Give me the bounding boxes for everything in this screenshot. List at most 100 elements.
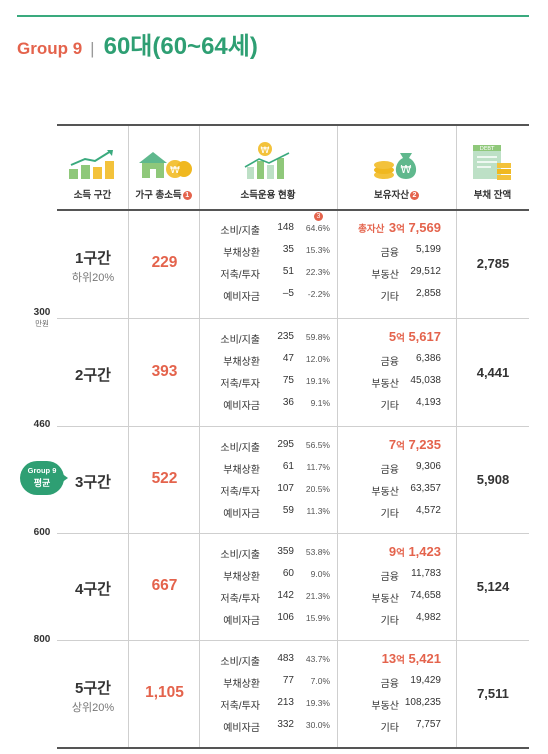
asset-amount: 74,658 (410, 590, 441, 601)
asset-label: 기타 (380, 292, 399, 303)
asset-amount: 45,038 (410, 375, 441, 386)
allocation-percent: 19.1% (305, 376, 330, 386)
won-sign: ₩ (170, 165, 180, 176)
allocation-cell: 소비/지출 359 53.8% 부채상환 60 9.0% 저축/투자 142 21.3% 예비자금… (200, 534, 338, 640)
footnote-badge: 2 (409, 191, 419, 200)
header-bottom-rule (57, 209, 529, 211)
allocation-amount: –5 (282, 288, 294, 299)
allocation-line: 예비자금 332 30.0% (200, 719, 338, 734)
assets-cell: 5억 5,617 금융 6,386 부동산 45,038 기타 4,193 (338, 319, 457, 426)
allocation-amount: 483 (277, 653, 294, 664)
asset-label: 금융 (380, 248, 399, 259)
allocation-line: 저축/투자 107 20.5% (200, 483, 338, 498)
axis-unit: 만원 (35, 319, 49, 328)
band-name: 4구간 (75, 581, 111, 598)
asset-amount: 11,783 (411, 568, 441, 579)
table-row: 3구간 522 소비/지출 295 56.5% 부채상환 61 11.7% 저축/투자 107 20… (57, 427, 529, 533)
allocation-amount: 213 (277, 697, 294, 708)
allocation-amount: 142 (277, 590, 294, 601)
total-assets-rest: 5,617 (404, 329, 441, 344)
total-assets-rest: 7,569 (404, 220, 441, 235)
row-divider (57, 640, 529, 641)
allocation-percent: 59.8% (305, 332, 330, 342)
asset-label: 부동산 (371, 379, 399, 390)
allocation-amount: 106 (277, 612, 294, 623)
header-label: 소득 구간 (73, 190, 112, 201)
allocation-line: 소비/지출 148 64.6% (200, 222, 338, 237)
allocation-percent: 20.5% (305, 484, 330, 494)
footnote-badge: 3 (314, 212, 323, 221)
asset-label: 부동산 (371, 270, 399, 281)
household-income-value: 667 (151, 577, 178, 594)
asset-line: 부동산 45,038 (338, 375, 457, 390)
average-badge-circle: Group 9 평균 (20, 461, 64, 495)
page-title: 60대(60~64세) (103, 33, 258, 60)
total-assets: 9억 1,423 (389, 543, 441, 561)
header-allocation: ₩ 소득운용 현황 (199, 124, 337, 209)
asset-label: 금융 (380, 679, 399, 690)
asset-label: 부동산 (371, 701, 399, 712)
household-income-value: 229 (151, 254, 178, 271)
allocation-amount: 61 (282, 461, 294, 472)
total-assets-rest: 7,235 (404, 437, 441, 452)
asset-amount: 5,199 (415, 244, 441, 255)
allocation-amount: 359 (277, 546, 294, 557)
asset-label: 기타 (380, 723, 399, 734)
allocation-label: 예비자금 (223, 292, 260, 303)
asset-line: 금융 6,386 (338, 353, 457, 368)
eok-unit: 억 (396, 548, 405, 559)
income-band-cell: 5구간 상위20% (57, 677, 129, 715)
asset-amount: 63,357 (410, 483, 441, 494)
allocation-percent: 9.1% (310, 398, 330, 408)
allocation-label: 예비자금 (223, 723, 260, 734)
allocation-cell: 소비/지출 235 59.8% 부채상환 47 12.0% 저축/투자 75 19.1% 예비자금… (200, 319, 338, 426)
axis-value: 300 (33, 307, 51, 318)
axis-label-600: 600 (33, 527, 51, 538)
allocation-label: 예비자금 (223, 509, 260, 520)
income-band-cell: 4구간 (57, 578, 129, 599)
axis-label-300: 300 만원 (22, 307, 62, 329)
total-assets-eok: 3 (388, 220, 397, 235)
header-income-band: 소득 구간 (57, 124, 128, 209)
household-income-value: 393 (151, 362, 178, 380)
band-name: 3구간 (75, 474, 111, 491)
column-divider (456, 124, 457, 748)
header-assets: ₩ 보유자산 2 (337, 124, 456, 209)
allocation-amount: 295 (277, 439, 294, 450)
allocation-percent: 19.3% (305, 698, 330, 708)
band-sub: 하위20% (71, 272, 115, 284)
assets-cell: 13억 5,421 금융 19,429 부동산 108,235 기타 7,757 (338, 641, 457, 747)
allocation-label: 저축/투자 (220, 487, 260, 498)
won-sign: ₩ (400, 163, 411, 176)
asset-amount: 29,512 (410, 266, 441, 277)
allocation-label: 소비/지출 (220, 550, 260, 561)
total-assets: 7억 7,235 (389, 436, 441, 454)
row-divider (57, 533, 529, 534)
bar-chart-coin-icon: ₩ (244, 142, 290, 179)
allocation-label: 소비/지출 (220, 443, 260, 454)
allocation-percent: 9.0% (310, 569, 330, 579)
allocation-amount: 60 (282, 568, 294, 579)
asset-line: 금융 5,199 (338, 244, 457, 259)
allocation-percent: 15.3% (305, 245, 330, 255)
debt-document-icon: DEBT (472, 145, 511, 180)
asset-label: 금융 (380, 357, 399, 368)
total-assets: 5억 5,617 (389, 328, 441, 346)
allocation-amount: 148 (277, 222, 294, 233)
allocation-label: 소비/지출 (220, 657, 260, 668)
group-label: Group 9 (17, 39, 83, 58)
total-assets-rest: 5,421 (404, 651, 441, 666)
table-bottom-rule (57, 747, 529, 749)
asset-label: 부동산 (371, 487, 399, 498)
won-sign: ₩ (261, 146, 270, 156)
top-rule (17, 15, 529, 17)
allocation-amount: 235 (277, 331, 294, 342)
asset-label: 금융 (380, 572, 399, 583)
total-assets: 13억 5,421 (382, 650, 441, 668)
asset-line: 부동산 74,658 (338, 590, 457, 605)
allocation-line: 부채상환 77 7.0% (200, 675, 338, 690)
allocation-label: 소비/지출 (220, 335, 260, 346)
growth-chart-icon (68, 150, 114, 179)
asset-amount: 7,757 (415, 719, 441, 730)
allocation-line: 부채상환 61 11.7% (200, 461, 338, 476)
